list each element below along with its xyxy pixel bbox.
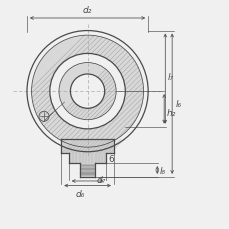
Text: h₂: h₂ [166,108,175,117]
Text: d₂: d₂ [82,6,92,15]
Bar [79,164,95,177]
Text: l₆: l₆ [174,100,181,109]
Text: 6: 6 [108,154,114,163]
Text: d₆: d₆ [76,189,85,198]
Bar [61,139,113,153]
Circle shape [50,54,125,129]
Circle shape [70,75,104,109]
Text: d₇: d₇ [96,175,106,184]
Bar [68,153,106,164]
Text: l₇: l₇ [167,72,173,82]
Text: l₈: l₈ [159,166,165,175]
Circle shape [31,36,143,147]
Circle shape [59,63,116,120]
